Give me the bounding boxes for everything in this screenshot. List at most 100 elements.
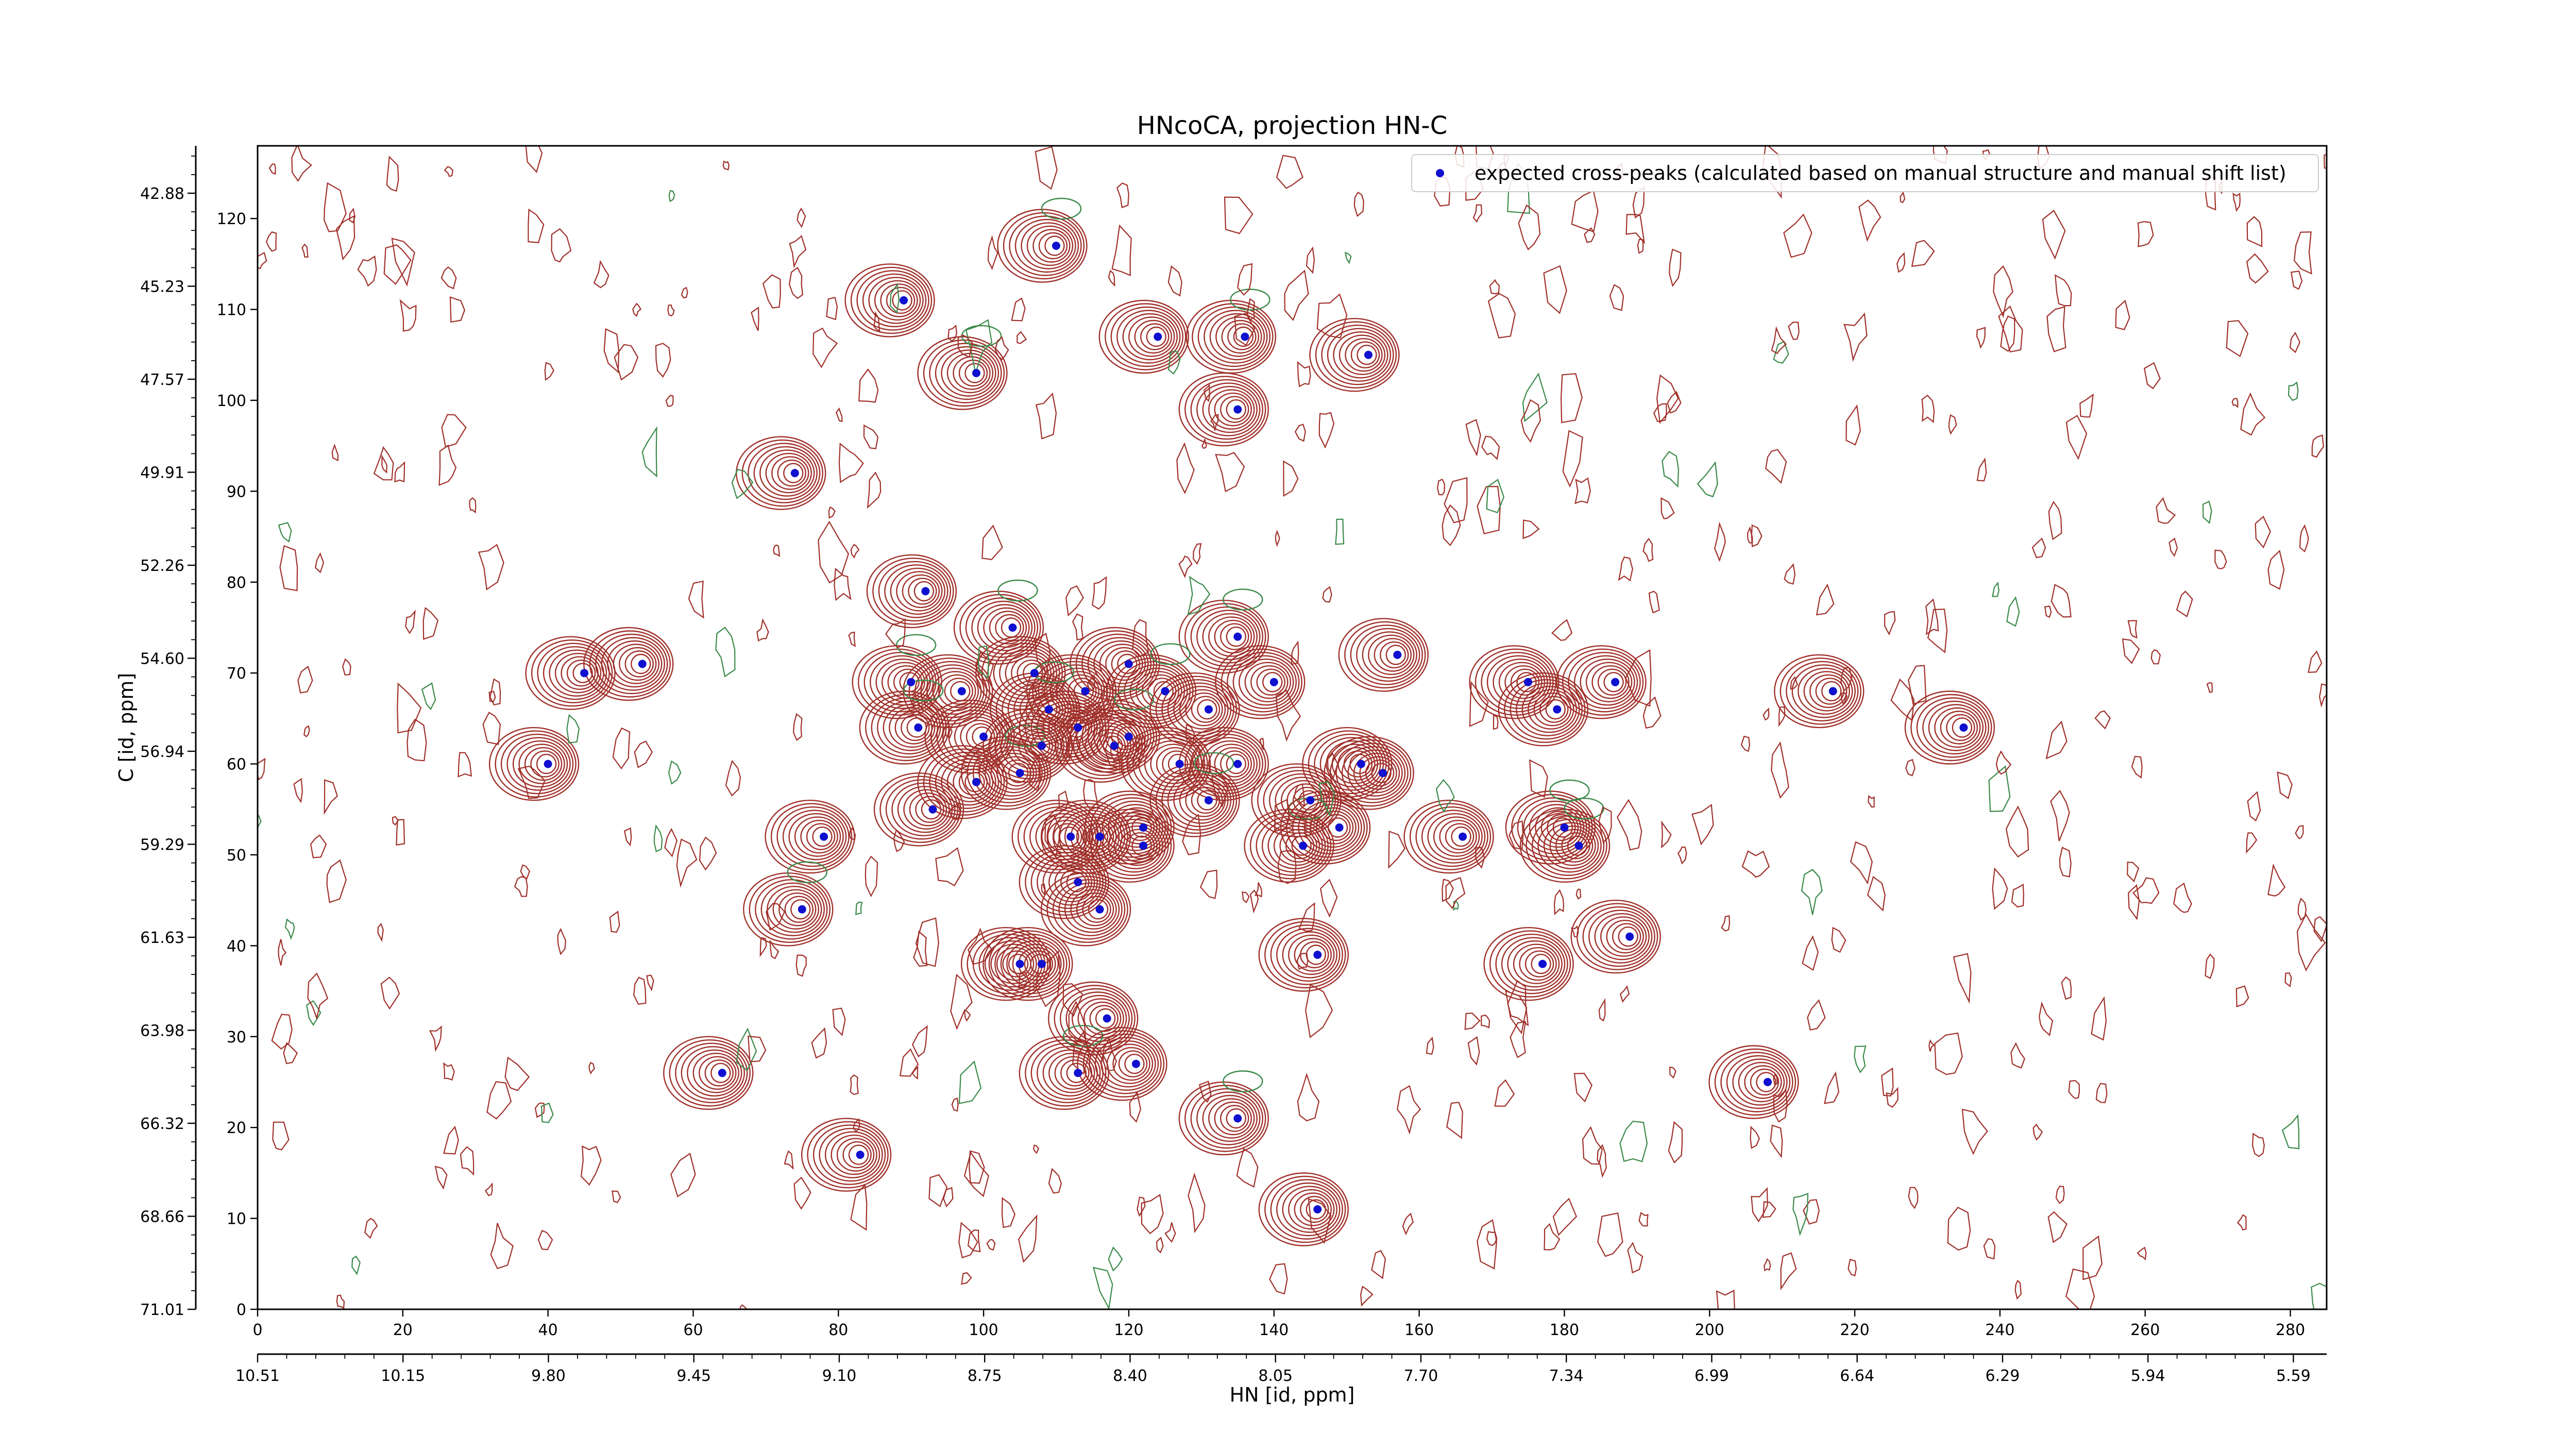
- noise-contour: [1884, 611, 1896, 636]
- peak-contour: [1125, 814, 1155, 841]
- x-ppm-tick-label: 9.45: [676, 1367, 711, 1385]
- noise-contour: [632, 302, 642, 317]
- peak-contour: [1077, 1026, 1167, 1101]
- peak-contour: [1191, 696, 1221, 723]
- peak-contour: [687, 1049, 742, 1097]
- peak-contour: [1048, 862, 1095, 903]
- peak-contour: [929, 343, 1002, 403]
- noise-contour: [293, 778, 303, 803]
- peak-contour: [1021, 222, 1076, 269]
- peak-contour: [1798, 667, 1853, 715]
- y-ppm-tick-label: 42.88: [140, 185, 184, 203]
- noise-contour: [2091, 996, 2107, 1041]
- noise-contour: [1318, 781, 1335, 817]
- y-index-tick-label: 70: [227, 665, 246, 683]
- peak-contour: [1060, 714, 1090, 741]
- peak-contour: [1708, 1045, 1799, 1119]
- noise-contour: [441, 414, 467, 448]
- noise-contour: [928, 1174, 948, 1207]
- peak-contour: [1087, 710, 1152, 764]
- peak-contour: [1327, 328, 1392, 382]
- noise-contour: [336, 1294, 345, 1309]
- expected-peak-marker: [921, 587, 930, 596]
- peak-contour: [1197, 790, 1217, 811]
- peak-contour: [1239, 659, 1294, 706]
- noise-contour: [2311, 434, 2325, 458]
- peak-contour: [1066, 1062, 1087, 1084]
- peak-contour: [1507, 940, 1563, 988]
- peak-contour: [923, 748, 1005, 816]
- peak-contour: [1555, 829, 1594, 863]
- peak-contour: [1504, 665, 1543, 699]
- peak-contour: [1226, 1108, 1247, 1129]
- noise-contour: [1397, 1085, 1421, 1135]
- negative-contour: [1549, 779, 1590, 802]
- noise-contour: [1284, 269, 1309, 322]
- peak-contour: [1178, 372, 1269, 447]
- noise-contour: [935, 847, 964, 887]
- peak-contour: [890, 567, 946, 615]
- peak-contour: [1276, 1182, 1341, 1237]
- plot-frame: [257, 145, 2328, 1310]
- peak-contour: [675, 1042, 748, 1104]
- expected-peak-marker: [1241, 332, 1249, 341]
- peak-contour: [1501, 937, 1566, 991]
- noise-contour: [2156, 497, 2176, 524]
- peak-contour: [896, 571, 943, 612]
- y-index-tick-label: 110: [217, 301, 246, 319]
- noise-contour: [443, 1062, 455, 1081]
- peak-contour: [1523, 800, 1587, 855]
- noise-contour: [1316, 293, 1348, 339]
- peak-contour: [990, 752, 1037, 794]
- noise-contour: [1132, 619, 1149, 657]
- noise-contour: [1294, 783, 1306, 807]
- expected-peak-marker: [580, 669, 589, 678]
- noise-contour: [1522, 373, 1548, 423]
- noise-contour: [1489, 279, 1500, 295]
- noise-contour: [1018, 1214, 1038, 1263]
- peak-contour: [1910, 694, 1992, 762]
- peak-contour: [1087, 637, 1152, 691]
- peak-contour: [1054, 985, 1136, 1052]
- peak-contour: [1341, 746, 1406, 800]
- peak-contour: [960, 926, 1052, 1001]
- expected-peak-marker: [1030, 669, 1039, 678]
- peak-contour: [1294, 1192, 1332, 1226]
- peak-contour: [1738, 1061, 1785, 1103]
- peak-contour: [892, 290, 912, 311]
- peak-contour: [1190, 379, 1264, 440]
- noise-contour: [1435, 779, 1455, 813]
- noise-contour: [665, 395, 674, 407]
- peak-contour: [1146, 326, 1167, 347]
- x-ppm-tick-label: 10.15: [381, 1367, 425, 1385]
- expected-peak-marker: [1524, 678, 1532, 686]
- noise-contour: [1065, 729, 1080, 758]
- peak-contour: [990, 943, 1037, 984]
- noise-contour: [1908, 1187, 1919, 1209]
- expected-peak-marker: [1574, 841, 1583, 850]
- peak-contour: [1531, 815, 1605, 876]
- peak-contour: [1540, 811, 1579, 845]
- peak-contour: [1012, 943, 1059, 984]
- y-ppm-tick-label: 45.23: [140, 278, 184, 296]
- peak-contour: [1000, 719, 1065, 773]
- expected-peak-marker: [1625, 932, 1634, 941]
- noise-contour: [1854, 1045, 1867, 1073]
- noise-contour: [1486, 479, 1504, 514]
- x-axis-label: HN [id, ppm]: [1230, 1383, 1355, 1406]
- peak-contour: [1780, 657, 1862, 725]
- peak-contour: [1250, 665, 1289, 699]
- expected-peak-marker: [1306, 796, 1315, 805]
- x-index-tick-label: 180: [1550, 1321, 1579, 1339]
- negative-contour: [903, 679, 944, 702]
- y-ppm-tick-label: 47.57: [140, 371, 184, 389]
- noise-contour: [850, 1184, 868, 1231]
- noise-contour: [1083, 779, 1099, 811]
- noise-contour: [1465, 419, 1481, 457]
- peak-contour: [941, 349, 996, 397]
- noise-contour: [855, 901, 863, 916]
- noise-contour: [1609, 284, 1624, 311]
- noise-contour: [848, 631, 856, 647]
- noise-contour: [623, 827, 632, 847]
